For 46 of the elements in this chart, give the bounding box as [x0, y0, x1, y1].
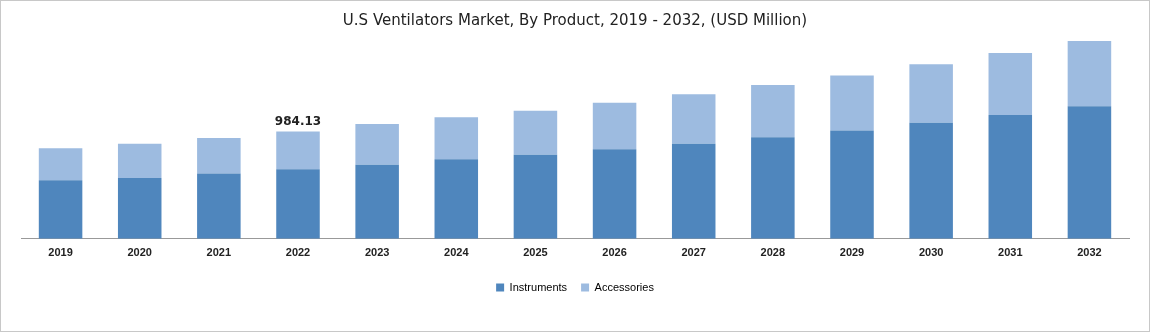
bar — [830, 130, 874, 239]
bar — [909, 64, 953, 123]
bar — [1067, 106, 1112, 239]
bar — [988, 114, 1033, 239]
x-tick-label: 2020 — [127, 246, 152, 259]
x-tick-label: 2022 — [285, 246, 311, 259]
bar — [592, 102, 637, 150]
bar — [513, 110, 558, 155]
x-tick-label: 2030 — [918, 246, 944, 259]
x-tick-label: 2032 — [1077, 246, 1102, 259]
x-tick-label: 2027 — [681, 246, 706, 259]
bar — [751, 85, 795, 138]
bar — [276, 169, 320, 239]
bar — [197, 138, 241, 174]
x-tick-label: 2019 — [48, 246, 73, 259]
bar — [592, 149, 637, 239]
x-tick-label: 2021 — [206, 246, 232, 259]
bar — [830, 75, 874, 131]
chart-title: U.S Ventilators Market, By Product, 2019 - 2032, (USD Million) — [341, 11, 809, 29]
bar — [751, 137, 795, 239]
bar — [197, 173, 241, 239]
annotation: 984.13 — [274, 113, 322, 128]
bar — [1067, 41, 1112, 107]
bar — [38, 180, 83, 239]
bar — [434, 117, 479, 160]
bar — [671, 94, 716, 144]
bar — [117, 143, 162, 179]
bar — [513, 154, 558, 239]
x-tick-label: 2029 — [839, 246, 865, 259]
bar — [671, 143, 716, 239]
bar — [355, 123, 399, 165]
x-tick-label: 2028 — [760, 246, 786, 259]
bar — [434, 159, 479, 239]
bar — [988, 53, 1033, 115]
x-tick-label: 2024 — [444, 246, 470, 259]
bar — [117, 178, 162, 239]
x-tick-label: 2025 — [523, 246, 548, 259]
x-tick-label: 2026 — [602, 246, 627, 259]
legend-label: Instruments — [509, 280, 568, 293]
bar — [355, 164, 399, 239]
bar — [38, 148, 83, 181]
bar — [276, 131, 320, 170]
legend-label: Accessories — [594, 280, 655, 293]
x-tick-label: 2023 — [364, 246, 390, 259]
x-tick-label: 2031 — [998, 246, 1023, 259]
bar — [909, 122, 953, 239]
